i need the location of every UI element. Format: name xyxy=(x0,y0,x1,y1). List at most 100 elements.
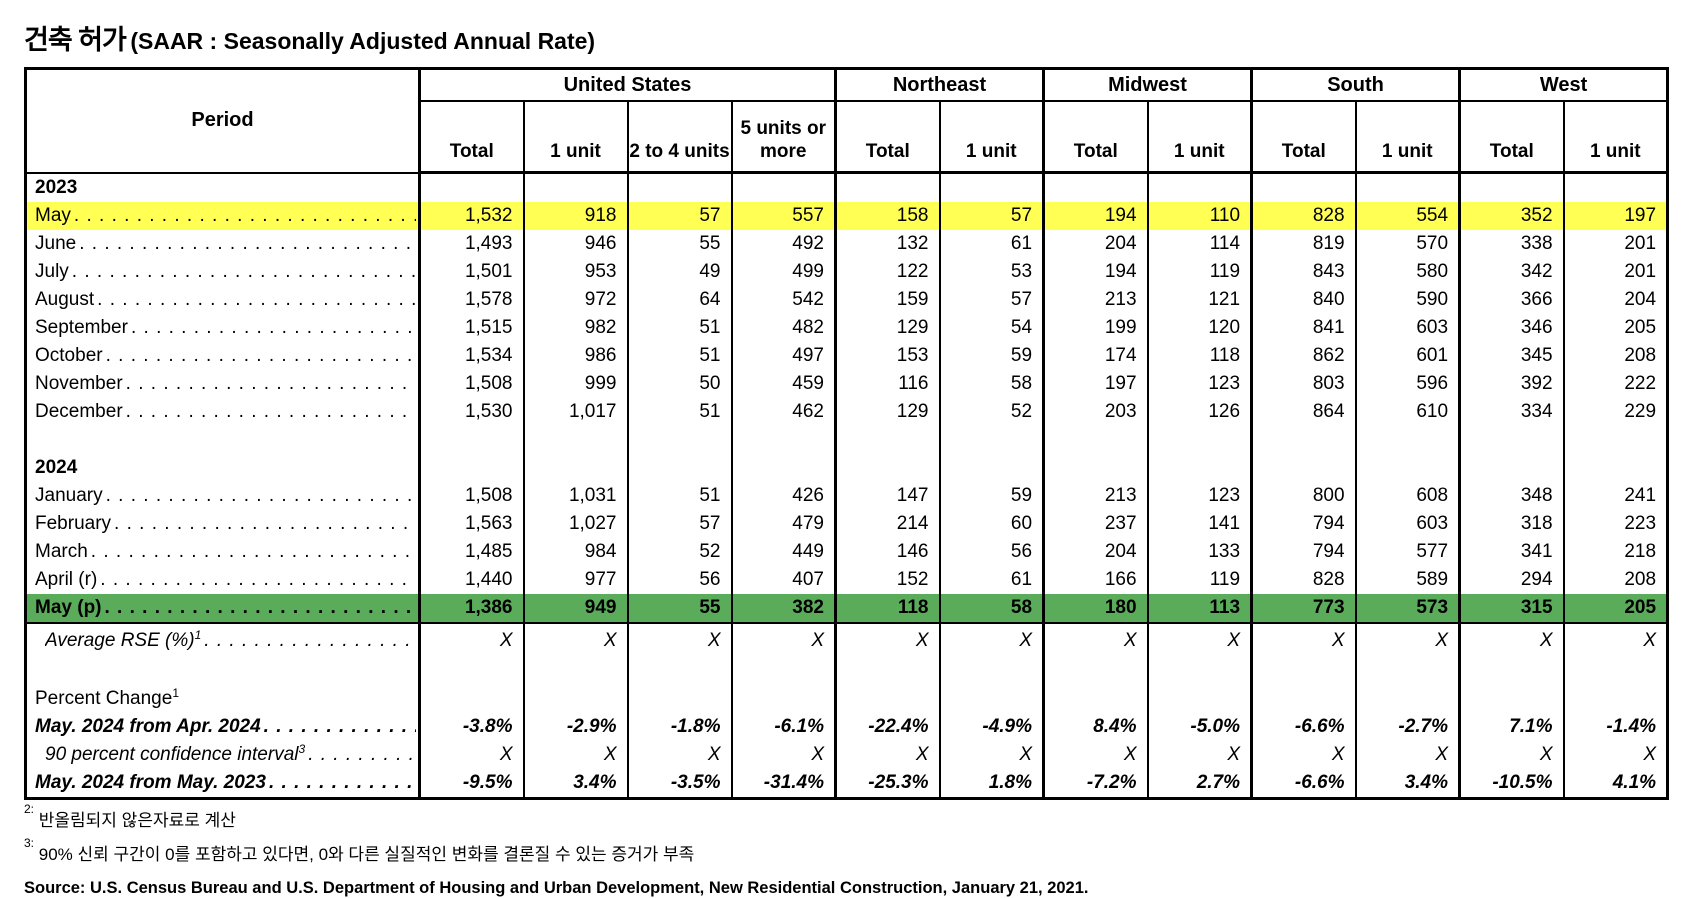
value-cell xyxy=(938,685,1044,713)
footnote-2-sup: 2: xyxy=(24,802,35,817)
value-cell xyxy=(1250,454,1356,482)
value-cell: X xyxy=(1146,741,1252,769)
value-cell: -31.4% xyxy=(730,769,836,799)
value-cell: 229 xyxy=(1562,398,1668,426)
value-cell: 3.4% xyxy=(1354,769,1460,799)
value-cell: 201 xyxy=(1562,230,1668,258)
value-cell: X xyxy=(1250,741,1356,769)
value-cell: 596 xyxy=(1354,370,1460,398)
period-cell: March xyxy=(25,538,421,566)
value-cell: -6.1% xyxy=(730,713,836,741)
value-cell xyxy=(1458,657,1564,685)
value-cell: 194 xyxy=(1042,202,1148,230)
table-row: Average RSE (%)1XXXXXXXXXXXX xyxy=(25,623,1668,657)
dot-leader xyxy=(100,569,416,591)
period-label: December xyxy=(35,401,123,422)
value-cell: 118 xyxy=(1146,342,1252,370)
dot-leader xyxy=(131,317,416,339)
period-cell: November xyxy=(25,370,421,398)
value-cell: 1,530 xyxy=(418,398,524,426)
value-cell: 999 xyxy=(522,370,628,398)
header-col-mw-1unit: 1 unit xyxy=(1146,101,1252,174)
period-label: 2024 xyxy=(35,457,78,478)
value-cell: 840 xyxy=(1250,286,1356,314)
value-cell: X xyxy=(1250,623,1356,657)
value-cell xyxy=(522,685,628,713)
value-cell: 237 xyxy=(1042,510,1148,538)
dot-leader xyxy=(106,345,416,367)
value-cell: 126 xyxy=(1146,398,1252,426)
value-cell: 843 xyxy=(1250,258,1356,286)
period-cell xyxy=(25,426,421,454)
period-label: Average RSE (%) xyxy=(45,629,195,651)
value-cell: 382 xyxy=(730,594,836,624)
value-cell xyxy=(730,657,836,685)
period-label: January xyxy=(35,485,103,506)
value-cell: 214 xyxy=(834,510,940,538)
value-cell xyxy=(1250,426,1356,454)
header-group-west: West xyxy=(1458,68,1668,102)
value-cell xyxy=(1562,454,1668,482)
value-cell: 864 xyxy=(1250,398,1356,426)
value-cell: 1,578 xyxy=(418,286,524,314)
value-cell: -2.7% xyxy=(1354,713,1460,741)
value-cell xyxy=(938,426,1044,454)
period-cell: 2023 xyxy=(25,172,421,202)
value-cell xyxy=(1042,426,1148,454)
header-group-midwest: Midwest xyxy=(1042,68,1252,102)
value-cell: 392 xyxy=(1458,370,1564,398)
table-row: 2023 xyxy=(25,172,1668,202)
period-label: Percent Change xyxy=(35,688,173,709)
table-row: May. 2024 from May. 2023-9.5%3.4%-3.5%-3… xyxy=(25,769,1668,799)
value-cell: 174 xyxy=(1042,342,1148,370)
value-cell xyxy=(418,172,524,202)
value-cell: X xyxy=(522,741,628,769)
value-cell xyxy=(418,685,524,713)
value-cell: 610 xyxy=(1354,398,1460,426)
page-title: 건축 허가 (SAAR : Seasonally Adjusted Annual… xyxy=(24,18,1668,57)
value-cell: X xyxy=(522,623,628,657)
value-cell: X xyxy=(1042,623,1148,657)
value-cell: 116 xyxy=(834,370,940,398)
value-cell: 828 xyxy=(1250,202,1356,230)
period-label: May. 2024 from Apr. 2024 xyxy=(35,716,261,737)
value-cell: -6.6% xyxy=(1250,769,1356,799)
table-row: November 1,508999504591165819712380359639… xyxy=(25,370,1668,398)
value-cell: 819 xyxy=(1250,230,1356,258)
value-cell: 180 xyxy=(1042,594,1148,624)
value-cell xyxy=(522,454,628,482)
period-cell: April (r) xyxy=(25,566,421,594)
page-title-latin: (SAAR : Seasonally Adjusted Annual Rate) xyxy=(130,28,596,54)
value-cell: 577 xyxy=(1354,538,1460,566)
value-cell: 120 xyxy=(1146,314,1252,342)
value-cell xyxy=(1250,685,1356,713)
period-label: August xyxy=(35,289,95,310)
value-cell: 57 xyxy=(626,510,732,538)
table-row: May. 2024 from Apr. 2024-3.8%-2.9%-1.8%-… xyxy=(25,713,1668,741)
period-cell: May. 2024 from Apr. 2024 xyxy=(25,713,421,741)
value-cell: X xyxy=(834,623,940,657)
value-cell: 205 xyxy=(1562,314,1668,342)
value-cell: 49 xyxy=(626,258,732,286)
value-cell: 158 xyxy=(834,202,940,230)
period-label: June xyxy=(35,233,77,254)
value-cell xyxy=(1250,172,1356,202)
value-cell: 64 xyxy=(626,286,732,314)
value-cell: 449 xyxy=(730,538,836,566)
table-row: March 1,485984524491465620413379457734121… xyxy=(25,538,1668,566)
value-cell: 119 xyxy=(1146,258,1252,286)
value-cell xyxy=(1354,172,1460,202)
value-cell xyxy=(730,685,836,713)
value-cell: -3.5% xyxy=(626,769,732,799)
value-cell: 499 xyxy=(730,258,836,286)
value-cell: 223 xyxy=(1562,510,1668,538)
value-cell xyxy=(730,426,836,454)
table-row: April (r)1,44097756407152611661198285892… xyxy=(25,566,1668,594)
header-col-us-1unit: 1 unit xyxy=(522,101,628,174)
period-cell: June xyxy=(25,230,421,258)
value-cell: 199 xyxy=(1042,314,1148,342)
value-cell: 197 xyxy=(1042,370,1148,398)
value-cell: X xyxy=(834,741,940,769)
